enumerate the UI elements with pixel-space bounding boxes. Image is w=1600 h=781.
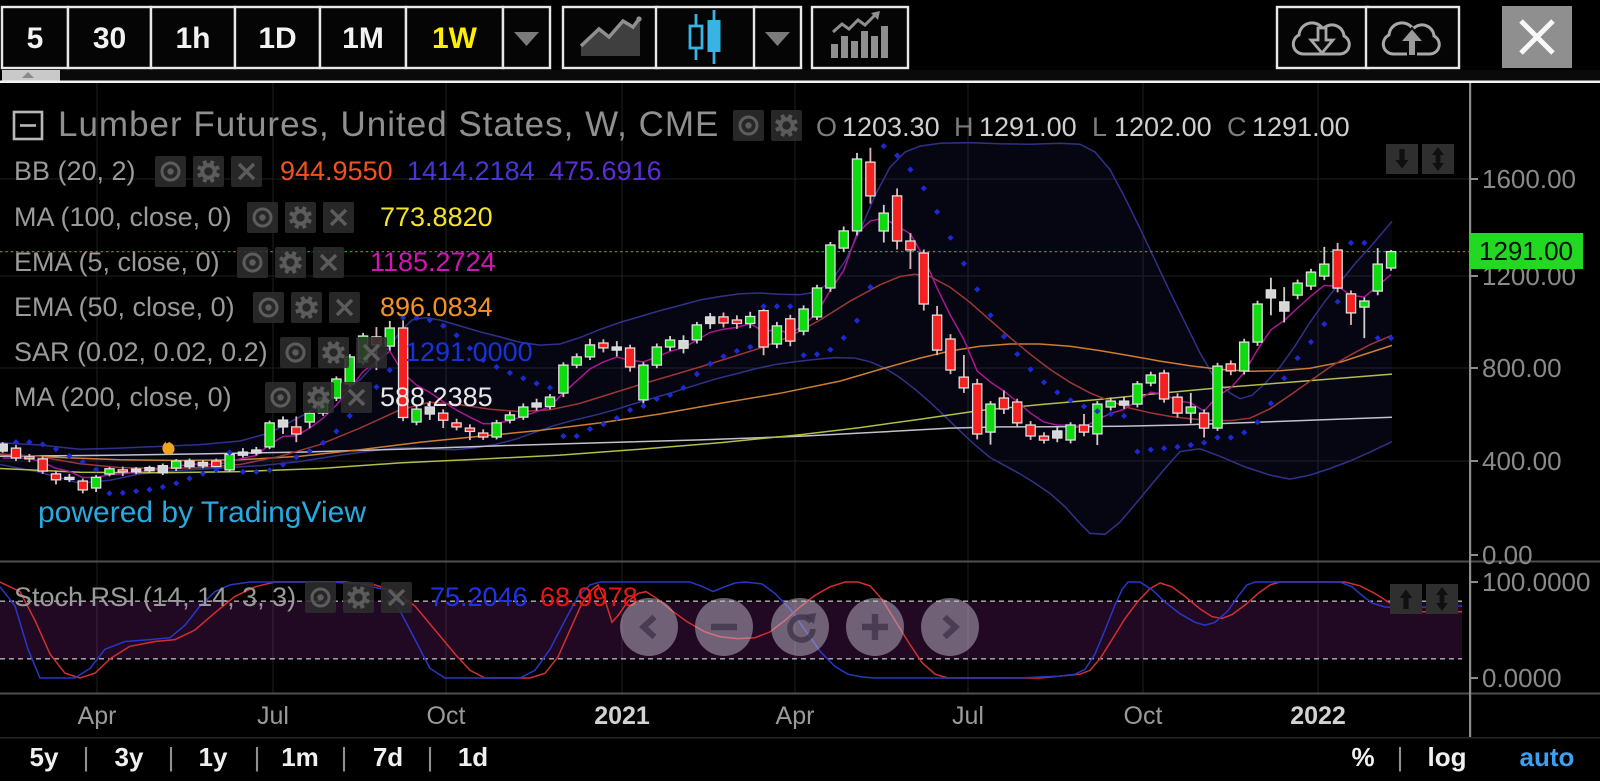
svg-text:SAR (0.02, 0.02, 0.2): SAR (0.02, 0.02, 0.2) xyxy=(14,337,268,367)
svg-text:475.6916: 475.6916 xyxy=(549,156,662,186)
svg-text:5: 5 xyxy=(27,22,44,55)
svg-text:%: % xyxy=(1351,742,1374,772)
svg-text:Lumber Futures, United States,: Lumber Futures, United States, W, CME xyxy=(58,105,719,144)
svg-text:|: | xyxy=(83,742,90,772)
svg-text:2022: 2022 xyxy=(1290,702,1346,730)
svg-text:1h: 1h xyxy=(175,22,210,55)
svg-text:|: | xyxy=(254,742,261,772)
svg-text:1291.0000: 1291.0000 xyxy=(405,337,533,367)
svg-text:1202.00: 1202.00 xyxy=(1114,112,1212,142)
svg-text:0.00: 0.00 xyxy=(1482,540,1533,570)
svg-text:1m: 1m xyxy=(281,742,319,772)
svg-text:1414.2184: 1414.2184 xyxy=(407,156,535,186)
svg-text:O: O xyxy=(816,112,837,142)
svg-text:1W: 1W xyxy=(432,22,478,55)
svg-text:1D: 1D xyxy=(258,22,296,55)
svg-text:1600.00: 1600.00 xyxy=(1482,164,1576,194)
svg-text:|: | xyxy=(427,742,434,772)
svg-text:3y: 3y xyxy=(115,742,144,772)
svg-text:|: | xyxy=(341,742,348,772)
svg-text:MA (200, close, 0): MA (200, close, 0) xyxy=(14,382,232,412)
svg-text:powered by TradingView: powered by TradingView xyxy=(38,496,366,529)
svg-text:1203.30: 1203.30 xyxy=(842,112,940,142)
svg-text:1185.2724: 1185.2724 xyxy=(370,247,496,277)
svg-text:BB (20, 2): BB (20, 2) xyxy=(14,156,136,186)
svg-text:773.8820: 773.8820 xyxy=(380,202,493,232)
svg-text:588.2385: 588.2385 xyxy=(380,382,493,412)
svg-text:Oct: Oct xyxy=(427,702,466,730)
svg-text:400.00: 400.00 xyxy=(1482,446,1562,476)
svg-text:Stoch RSI (14, 14, 3, 3): Stoch RSI (14, 14, 3, 3) xyxy=(14,582,296,612)
svg-text:1291.00: 1291.00 xyxy=(1252,112,1350,142)
svg-text:Apr: Apr xyxy=(776,702,815,730)
svg-text:Apr: Apr xyxy=(78,702,117,730)
svg-text:MA (100, close, 0): MA (100, close, 0) xyxy=(14,202,232,232)
svg-text:5y: 5y xyxy=(30,742,59,772)
svg-text:|: | xyxy=(1397,742,1404,772)
svg-text:1M: 1M xyxy=(342,22,384,55)
svg-text:log: log xyxy=(1428,742,1467,772)
svg-text:800.00: 800.00 xyxy=(1482,353,1562,383)
svg-text:2021: 2021 xyxy=(594,702,650,730)
svg-text:100.0000: 100.0000 xyxy=(1482,567,1590,597)
svg-text:1291.00: 1291.00 xyxy=(979,112,1077,142)
svg-text:1291.00: 1291.00 xyxy=(1479,236,1573,266)
svg-text:EMA (5, close, 0): EMA (5, close, 0) xyxy=(14,247,220,277)
svg-text:EMA (50, close, 0): EMA (50, close, 0) xyxy=(14,292,235,322)
svg-text:H: H xyxy=(954,112,974,142)
svg-text:1y: 1y xyxy=(199,742,228,772)
svg-text:944.9550: 944.9550 xyxy=(280,156,393,186)
svg-text:75.2046: 75.2046 xyxy=(430,582,528,612)
svg-text:1d: 1d xyxy=(458,742,488,772)
svg-text:Oct: Oct xyxy=(1124,702,1163,730)
svg-text:Jul: Jul xyxy=(257,702,289,730)
svg-text:auto: auto xyxy=(1520,742,1575,772)
svg-text:Jul: Jul xyxy=(952,702,984,730)
svg-text:|: | xyxy=(168,742,175,772)
svg-text:7d: 7d xyxy=(373,742,403,772)
svg-text:896.0834: 896.0834 xyxy=(380,292,493,322)
svg-text:68.9978: 68.9978 xyxy=(540,582,638,612)
svg-text:30: 30 xyxy=(93,22,126,55)
svg-text:0.0000: 0.0000 xyxy=(1482,663,1562,693)
svg-text:L: L xyxy=(1092,112,1107,142)
svg-text:C: C xyxy=(1227,112,1247,142)
